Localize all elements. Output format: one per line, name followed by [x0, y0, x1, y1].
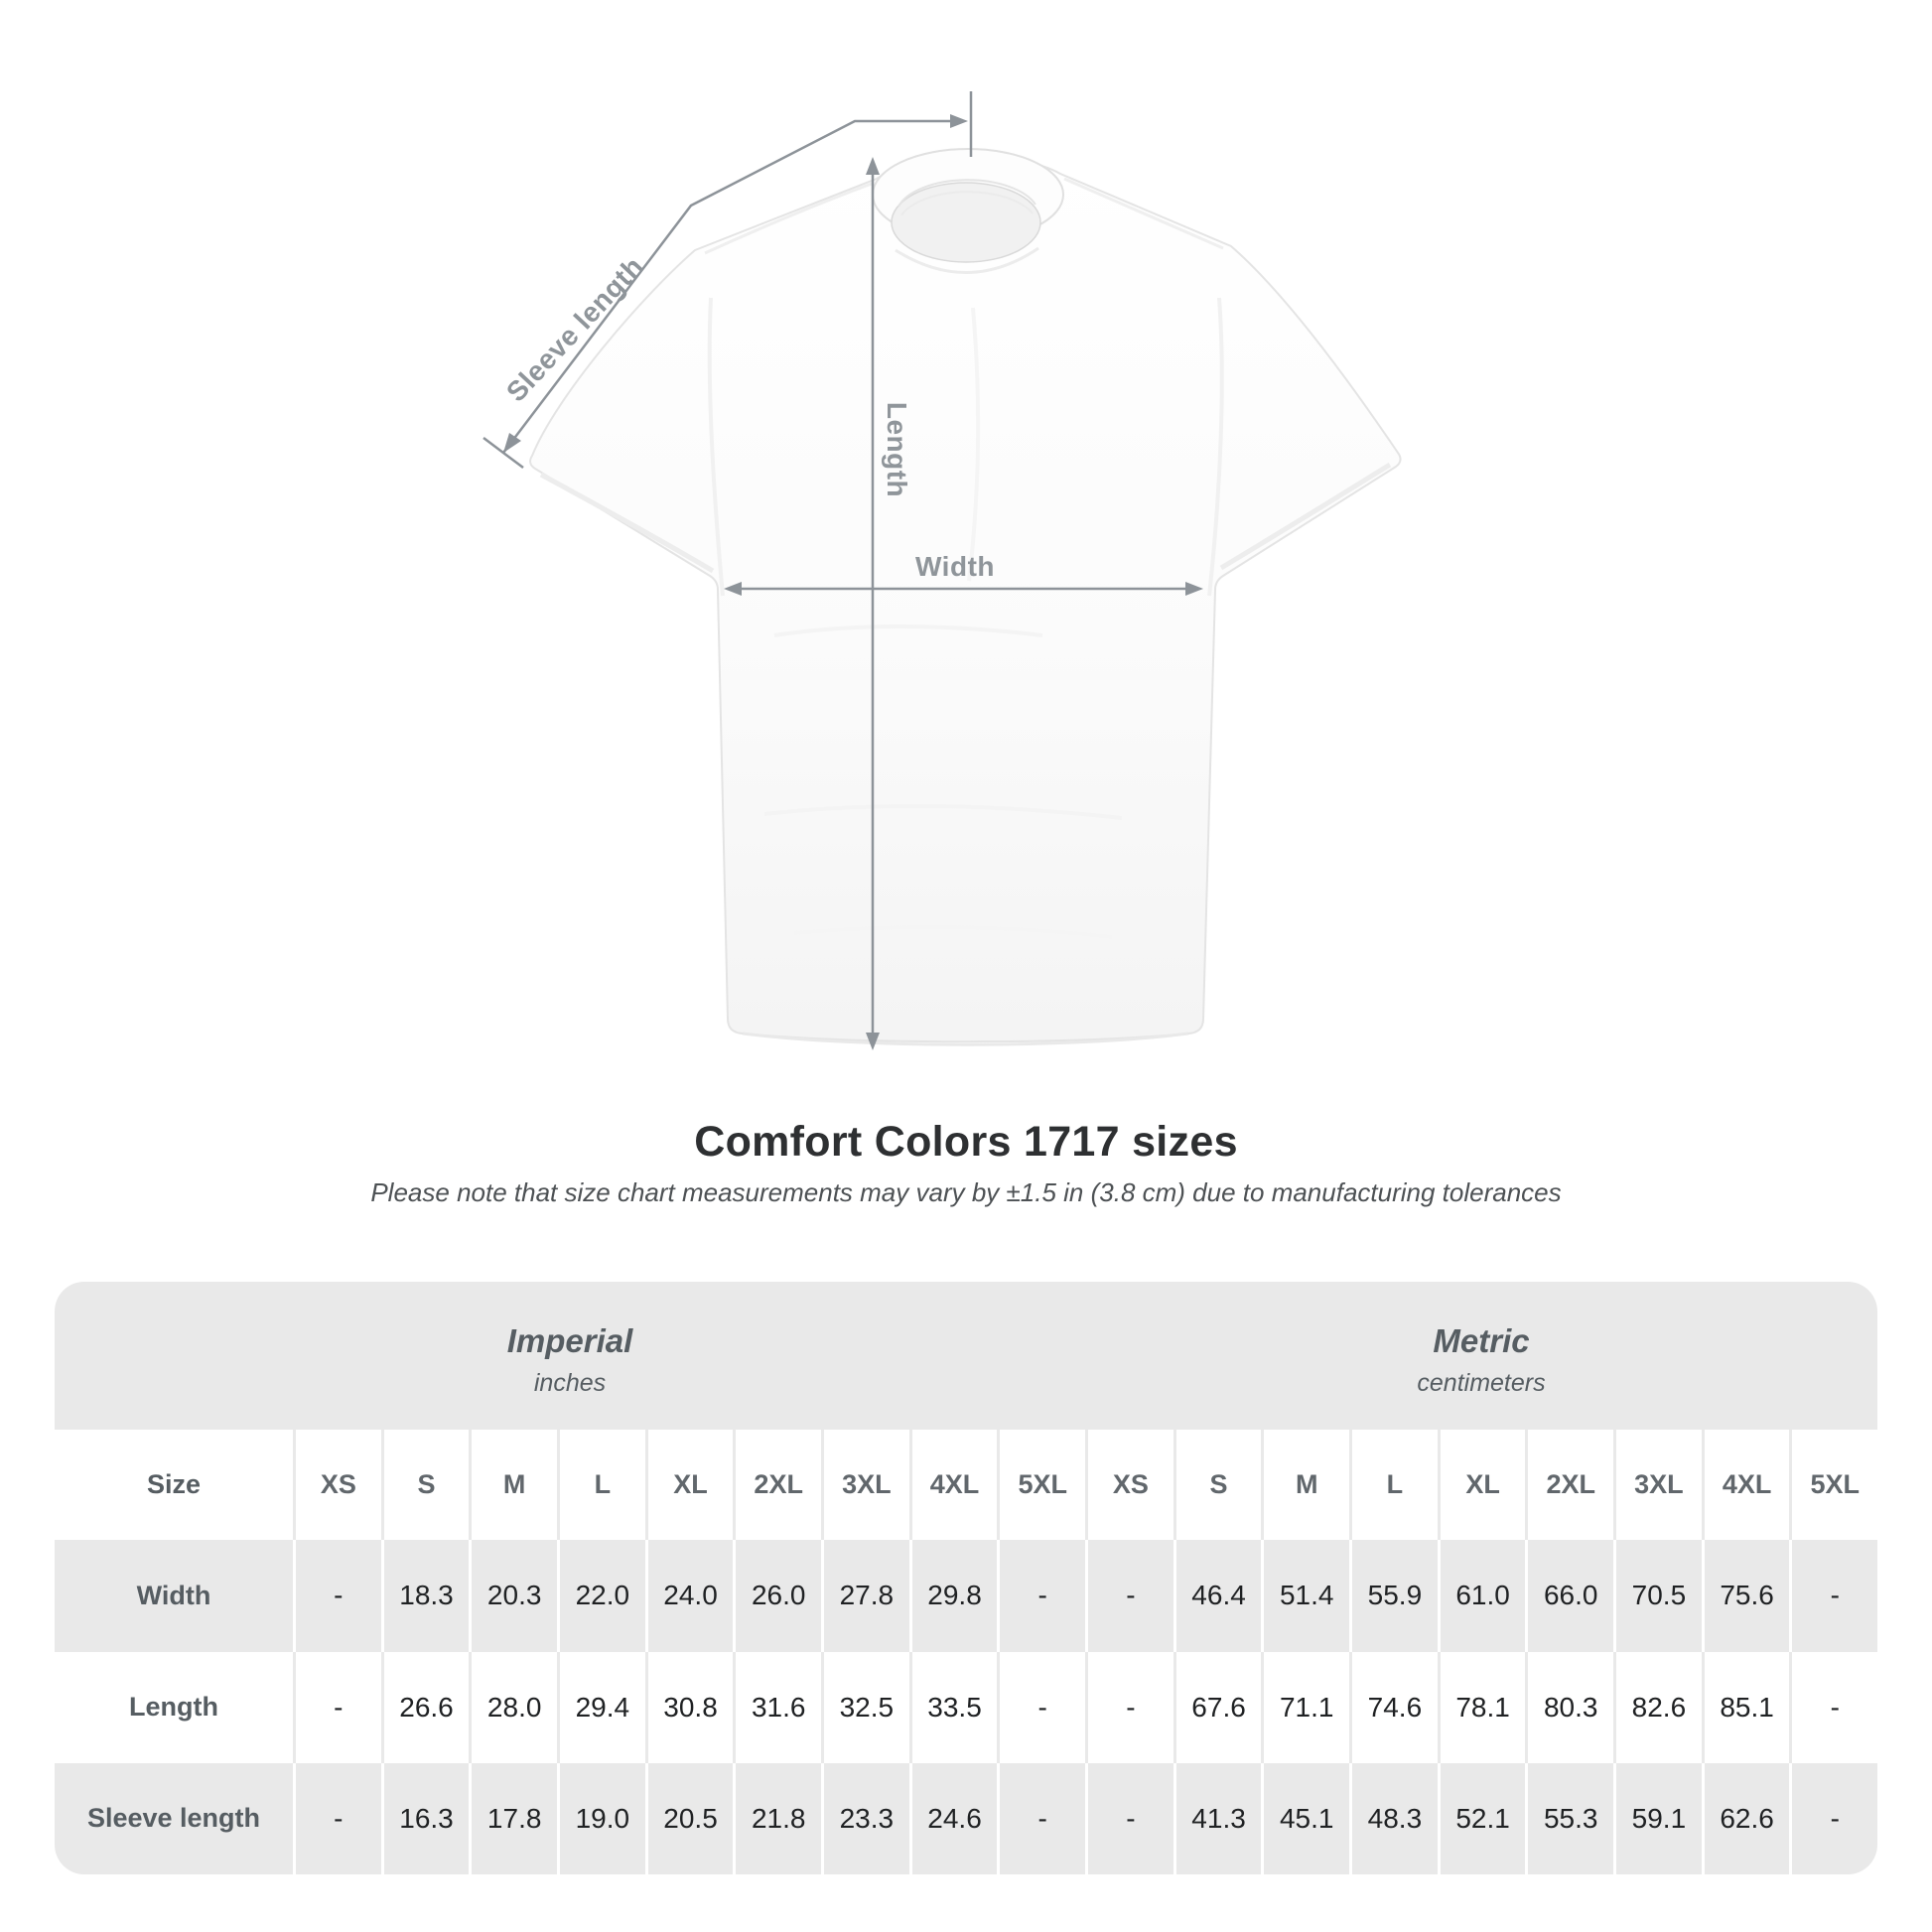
length-imperial-xl: 30.8: [644, 1651, 734, 1763]
length-metric-s: 67.6: [1173, 1651, 1262, 1763]
tshirt-illustration: [529, 148, 1402, 1046]
sleeve-metric-4xl: 62.6: [1701, 1762, 1790, 1874]
size-header-imperial-5xl: 5XL: [997, 1430, 1085, 1541]
length-imperial-3xl: 32.5: [821, 1651, 909, 1763]
row-label-sleeve-length: Sleeve length: [86, 1803, 261, 1834]
width-imperial-5xl: -: [997, 1540, 1085, 1652]
width-metric-4xl: 75.6: [1701, 1540, 1790, 1652]
sleeve-imperial-xs: -: [293, 1762, 381, 1874]
length-metric-5xl: -: [1789, 1651, 1877, 1763]
size-column-header: Size: [146, 1469, 202, 1500]
length-imperial-5xl: -: [997, 1651, 1085, 1763]
width-metric-xs: -: [1085, 1540, 1173, 1652]
width-metric-m: 51.4: [1261, 1540, 1349, 1652]
width-metric-5xl: -: [1789, 1540, 1877, 1652]
size-header-imperial-xl: XL: [644, 1430, 734, 1541]
width-imperial-2xl: 26.0: [733, 1540, 821, 1652]
sleeve-metric-s: 41.3: [1173, 1762, 1262, 1874]
length-metric-xs: -: [1085, 1651, 1173, 1763]
imperial-group-header: Imperial inches: [55, 1282, 1085, 1430]
dimension-arrowheads: [503, 114, 1203, 1050]
length-metric-4xl: 85.1: [1701, 1651, 1790, 1763]
size-table: Imperial inches Metric centimeters Size …: [55, 1282, 1877, 1874]
size-header-metric-5xl: 5XL: [1789, 1430, 1877, 1541]
metric-group-unit: centimeters: [1417, 1368, 1546, 1397]
sleeve-metric-3xl: 59.1: [1613, 1762, 1702, 1874]
unit-group-header-row: Imperial inches Metric centimeters: [55, 1282, 1877, 1430]
length-imperial-s: 26.6: [380, 1651, 470, 1763]
sleeve-metric-xl: 52.1: [1437, 1762, 1526, 1874]
size-header-imperial-2xl: 2XL: [733, 1430, 821, 1541]
width-dimension-label: Width: [915, 551, 995, 582]
width-imperial-l: 22.0: [557, 1540, 645, 1652]
sleeve-imperial-m: 17.8: [469, 1762, 557, 1874]
size-header-metric-s: S: [1173, 1430, 1262, 1541]
width-imperial-4xl: 29.8: [908, 1540, 998, 1652]
length-metric-xl: 78.1: [1437, 1651, 1526, 1763]
size-header-imperial-s: S: [380, 1430, 470, 1541]
sleeve-metric-5xl: -: [1789, 1762, 1877, 1874]
length-imperial-2xl: 31.6: [733, 1651, 821, 1763]
size-header-metric-xs: XS: [1085, 1430, 1173, 1541]
sleeve-imperial-2xl: 21.8: [733, 1762, 821, 1874]
sleeve-metric-xs: -: [1085, 1762, 1173, 1874]
metric-group-title: Metric: [1433, 1321, 1530, 1359]
sleeve-imperial-l: 19.0: [557, 1762, 645, 1874]
length-imperial-l: 29.4: [557, 1651, 645, 1763]
width-metric-xl: 61.0: [1437, 1540, 1526, 1652]
size-header-row: Size XS S M L XL 2XL 3XL 4XL 5XL XS S M …: [55, 1430, 1877, 1541]
width-imperial-xs: -: [293, 1540, 381, 1652]
length-metric-l: 74.6: [1349, 1651, 1438, 1763]
size-header-metric-4xl: 4XL: [1701, 1430, 1790, 1541]
imperial-group-title: Imperial: [506, 1321, 633, 1359]
sleeve-metric-l: 48.3: [1349, 1762, 1438, 1874]
length-metric-2xl: 80.3: [1525, 1651, 1613, 1763]
size-header-imperial-3xl: 3XL: [821, 1430, 909, 1541]
size-header-metric-xl: XL: [1437, 1430, 1526, 1541]
sleeve-imperial-3xl: 23.3: [821, 1762, 909, 1874]
width-imperial-xl: 24.0: [644, 1540, 734, 1652]
width-imperial-s: 18.3: [380, 1540, 470, 1652]
length-metric-3xl: 82.6: [1613, 1651, 1702, 1763]
page-title: Comfort Colors 1717 sizes: [694, 1118, 1238, 1166]
width-metric-3xl: 70.5: [1613, 1540, 1702, 1652]
row-label-length: Length: [129, 1692, 218, 1723]
table-row-width: Width - 18.3 20.3 22.0 24.0 26.0 27.8 29…: [55, 1540, 1877, 1652]
length-imperial-m: 28.0: [469, 1651, 557, 1763]
size-header-metric-2xl: 2XL: [1525, 1430, 1613, 1541]
sleeve-imperial-xl: 20.5: [644, 1762, 734, 1874]
width-imperial-3xl: 27.8: [821, 1540, 909, 1652]
width-metric-l: 55.9: [1349, 1540, 1438, 1652]
sleeve-imperial-5xl: -: [997, 1762, 1085, 1874]
sleeve-imperial-4xl: 24.6: [908, 1762, 998, 1874]
page-subtitle: Please note that size chart measurements…: [370, 1177, 1562, 1207]
width-imperial-m: 20.3: [469, 1540, 557, 1652]
width-metric-s: 46.4: [1173, 1540, 1262, 1652]
tshirt-figure: Sleeve length Length Width: [483, 91, 1402, 1050]
size-header-metric-l: L: [1349, 1430, 1438, 1541]
size-header-imperial-l: L: [557, 1430, 645, 1541]
size-header-imperial-4xl: 4XL: [908, 1430, 998, 1541]
row-label-width: Width: [136, 1580, 211, 1610]
length-dimension-label: Length: [882, 402, 912, 497]
size-header-imperial-m: M: [469, 1430, 557, 1541]
width-metric-2xl: 66.0: [1525, 1540, 1613, 1652]
size-header-metric-m: M: [1261, 1430, 1349, 1541]
table-row-length: Length - 26.6 28.0 29.4 30.8 31.6 32.5 3…: [55, 1651, 1877, 1763]
imperial-group-unit: inches: [533, 1368, 607, 1397]
size-header-metric-3xl: 3XL: [1613, 1430, 1702, 1541]
metric-group-header: Metric centimeters: [1085, 1282, 1877, 1430]
length-metric-m: 71.1: [1261, 1651, 1349, 1763]
length-imperial-4xl: 33.5: [908, 1651, 998, 1763]
sleeve-metric-m: 45.1: [1261, 1762, 1349, 1874]
length-imperial-xs: -: [293, 1651, 381, 1763]
table-row-sleeve-length: Sleeve length - 16.3 17.8 19.0 20.5 21.8…: [55, 1762, 1877, 1874]
sleeve-imperial-s: 16.3: [380, 1762, 470, 1874]
sleeve-metric-2xl: 55.3: [1525, 1762, 1613, 1874]
size-header-imperial-xs: XS: [293, 1430, 381, 1541]
